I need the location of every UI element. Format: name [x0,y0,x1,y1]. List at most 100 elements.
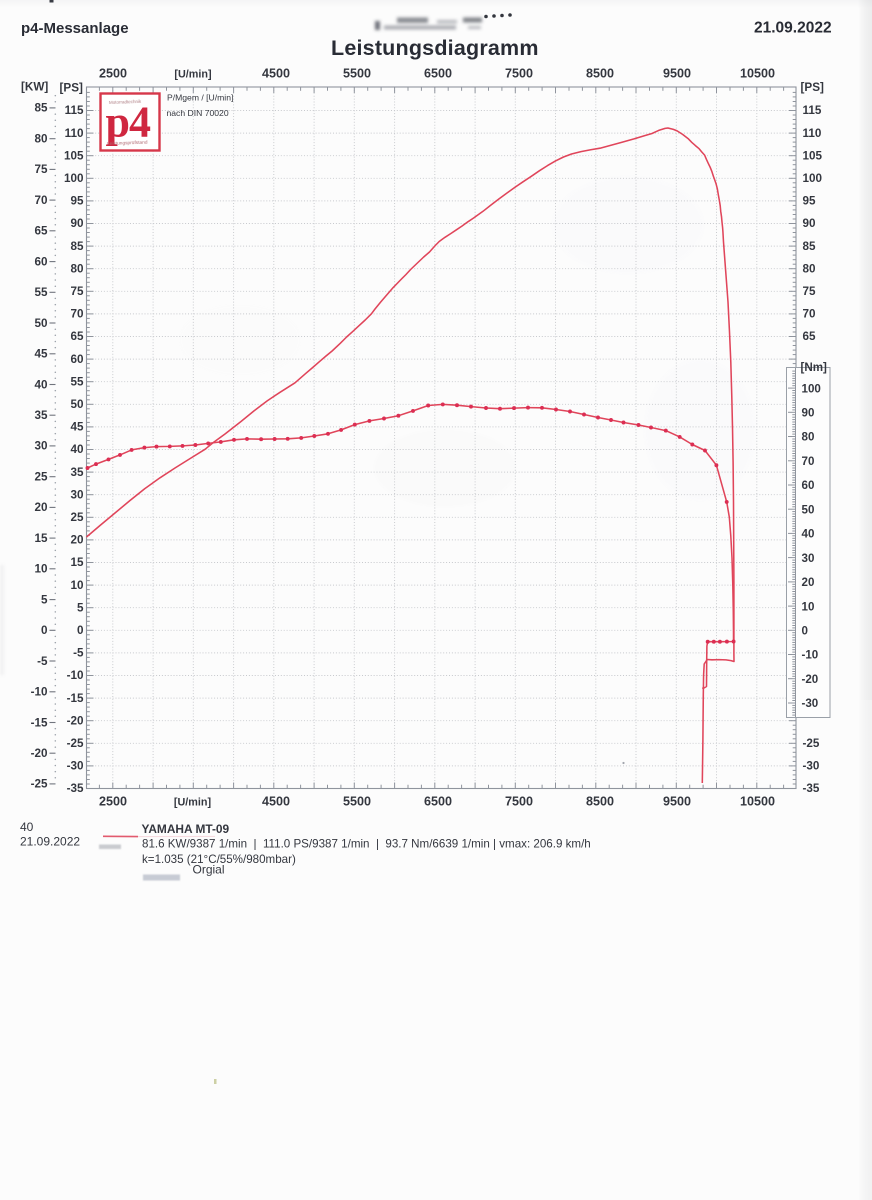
svg-text:30: 30 [70,488,84,501]
svg-text:45: 45 [70,421,84,434]
svg-text:65: 65 [34,225,48,238]
svg-text:60: 60 [34,255,48,268]
svg-text:80: 80 [70,262,84,275]
svg-text:-5: -5 [73,647,84,660]
svg-text:90: 90 [802,407,815,420]
svg-text:95: 95 [70,195,84,208]
svg-text:-30: -30 [67,760,84,773]
svg-text:90: 90 [803,217,817,230]
svg-text:10500: 10500 [740,67,775,81]
svg-text:20: 20 [802,576,815,589]
svg-text:8500: 8500 [586,67,614,81]
svg-text:30: 30 [802,552,815,565]
svg-text:6500: 6500 [424,795,452,809]
svg-text:[U/min]: [U/min] [174,69,211,81]
svg-text:100: 100 [803,172,823,185]
svg-text:-5: -5 [37,655,48,668]
svg-text:15: 15 [70,556,84,569]
svg-text:81.6 KW/9387 1/min | 111.0 P: 81.6 KW/9387 1/min | 111.0 PS/9387 1/min… [142,837,591,850]
svg-text:40: 40 [70,443,84,456]
svg-text:5: 5 [41,593,48,606]
svg-text:85: 85 [34,102,48,115]
svg-text:-10: -10 [802,649,819,662]
svg-text:Leistungsprüfstand: Leistungsprüfstand [107,140,148,147]
svg-text:50: 50 [34,317,48,330]
svg-text:110: 110 [65,127,84,140]
svg-text:-35: -35 [67,782,84,795]
svg-text:60: 60 [802,479,815,492]
svg-text:100: 100 [802,382,821,395]
svg-text:40: 40 [34,378,48,391]
svg-text:7500: 7500 [505,795,533,809]
svg-text:100: 100 [64,172,84,185]
svg-text:20: 20 [70,534,84,547]
svg-text:-15: -15 [31,716,48,729]
svg-text:7500: 7500 [505,67,533,81]
svg-text:-20: -20 [31,747,48,760]
svg-text:90: 90 [70,217,84,230]
svg-text:5: 5 [77,601,84,614]
svg-text:9500: 9500 [663,795,691,809]
svg-text:YAMAHA MT-09: YAMAHA MT-09 [142,822,230,836]
svg-text:0: 0 [802,625,808,638]
svg-text:-20: -20 [67,714,84,727]
svg-text:60: 60 [70,353,84,366]
svg-text:2500: 2500 [99,67,127,81]
svg-text:-25: -25 [31,778,48,791]
svg-text:105: 105 [803,149,823,162]
svg-text:[PS]: [PS] [60,82,83,95]
svg-text:95: 95 [803,195,817,208]
svg-text:115: 115 [803,104,822,117]
svg-text:8500: 8500 [586,795,614,809]
svg-text:25: 25 [70,511,84,524]
svg-text:-25: -25 [803,737,820,750]
svg-text:nach DIN 70020: nach DIN 70020 [167,108,229,118]
svg-text:25: 25 [34,471,48,484]
svg-text:[Nm]: [Nm] [801,361,828,374]
svg-text:5500: 5500 [343,795,371,809]
svg-text:70: 70 [34,194,48,207]
svg-text:-35: -35 [803,782,820,795]
svg-text:75: 75 [803,285,817,298]
svg-text:50: 50 [70,398,84,411]
svg-text:6500: 6500 [424,67,452,81]
svg-text:-25: -25 [67,737,84,750]
svg-text:40: 40 [20,820,34,834]
svg-text:[KW]: [KW] [21,81,48,94]
svg-text:k=1.035 (21°C/55%/980mbar): k=1.035 (21°C/55%/980mbar) [142,853,296,866]
svg-text:-20: -20 [802,673,819,686]
svg-text:2500: 2500 [99,795,127,809]
svg-text:105: 105 [64,149,84,162]
svg-text:55: 55 [34,286,48,299]
svg-text:4500: 4500 [262,67,290,81]
svg-text:110: 110 [803,127,822,140]
svg-text:75: 75 [70,285,84,298]
svg-text:70: 70 [70,308,84,321]
svg-text:50: 50 [802,503,815,516]
svg-text:p4: p4 [106,98,151,147]
svg-text:Motorradtechnik: Motorradtechnik [109,99,142,105]
svg-text:Leistungsdiagramm: Leistungsdiagramm [331,36,539,60]
svg-text:80: 80 [802,431,815,444]
svg-text:70: 70 [803,308,817,321]
svg-text:P/Mgem / [U/min]: P/Mgem / [U/min] [167,93,233,103]
svg-text:35: 35 [70,466,84,479]
svg-text:10: 10 [802,600,815,613]
svg-text:5500: 5500 [343,67,371,81]
svg-text:40: 40 [802,528,815,541]
svg-text:10: 10 [34,563,48,576]
svg-text:85: 85 [70,240,84,253]
svg-text:-10: -10 [67,669,84,682]
svg-text:15: 15 [34,532,48,545]
svg-text:[PS]: [PS] [801,81,824,94]
svg-text:30: 30 [34,440,48,453]
svg-text:Orgial: Orgial [193,863,225,877]
svg-text:20: 20 [34,501,48,514]
svg-text:4500: 4500 [262,795,290,809]
svg-text:[U/min]: [U/min] [174,797,211,809]
svg-text:35: 35 [34,409,48,422]
svg-text:10500: 10500 [740,795,775,809]
svg-text:-30: -30 [802,697,819,710]
svg-text:-10: -10 [31,686,48,699]
svg-text:80: 80 [34,133,48,146]
